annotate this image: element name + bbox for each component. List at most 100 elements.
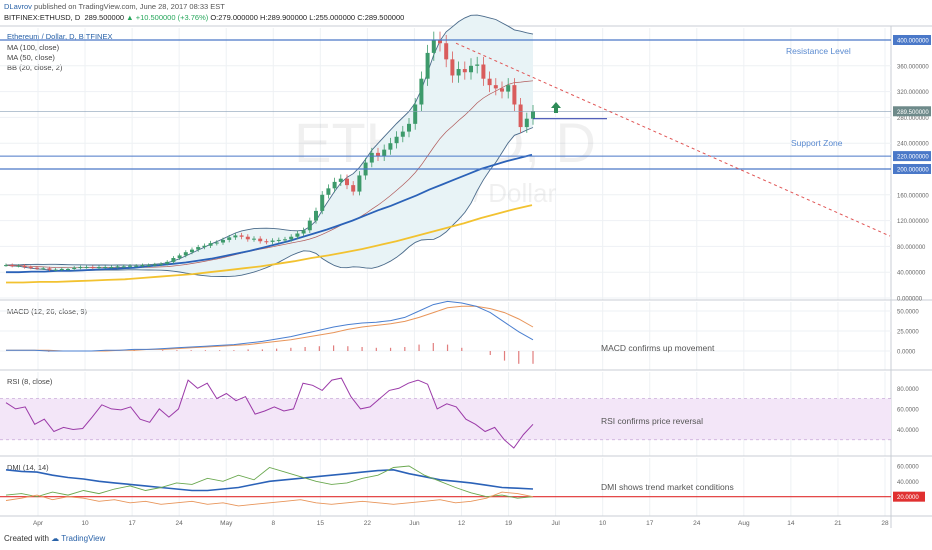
candle-body (97, 267, 101, 269)
candle-body (314, 210, 318, 221)
legend-ma100[interactable]: MA (100, close) (7, 43, 60, 52)
candle-body (425, 52, 430, 79)
rsi-annotation: RSI confirms price reversal (601, 416, 703, 426)
candle-body (487, 78, 492, 86)
price-change: +10.500000 (+3.76%) (135, 13, 209, 22)
candle-body (233, 235, 238, 238)
candle-body (493, 85, 498, 89)
bollinger-fill (6, 15, 533, 277)
tradingview-link[interactable]: TradingView (61, 534, 106, 543)
dmi-tick-label: 60.0000 (897, 465, 919, 471)
candle-body (59, 268, 64, 270)
candle-body (512, 85, 517, 105)
candle-body (276, 239, 281, 241)
open-value: O:279.000000 (210, 13, 258, 22)
time-tick-label: 19 (505, 520, 513, 527)
author-name[interactable]: DLavrov (4, 2, 32, 11)
time-tick-label: Apr (33, 520, 44, 527)
candle-body (531, 111, 535, 119)
candle-body (320, 194, 325, 211)
candle-body (227, 237, 232, 240)
candle-body (72, 267, 77, 269)
candle-body (301, 230, 306, 234)
candle-body (307, 220, 312, 231)
candle-body (264, 241, 269, 243)
created-with-text: Created with (4, 534, 49, 543)
time-tick-label: May (220, 520, 233, 527)
legend-dmi[interactable]: DMI (14, 14) (7, 463, 49, 472)
macd-line (6, 300, 534, 352)
time-tick-label: 17 (646, 520, 654, 527)
close-value: C:289.500000 (357, 13, 405, 22)
candle-body (469, 65, 473, 73)
rsi-line (5, 377, 534, 449)
price-tag (893, 164, 931, 174)
tradingview-logo-icon: ☁ (51, 534, 60, 543)
candle-body (134, 265, 139, 267)
candle-body (524, 118, 529, 128)
candle-body (419, 78, 424, 105)
candle-body (221, 239, 225, 243)
support-annotation: Support Zone (791, 138, 843, 148)
candle-body (152, 264, 157, 266)
candle-body (518, 104, 523, 128)
macd-tick-label: 0.0000 (897, 350, 916, 356)
price-tick-label: 240.000000 (897, 142, 929, 148)
candle-body (146, 265, 151, 267)
footer: Created with ☁ TradingView (4, 534, 105, 543)
rsi-tick-label: 60.0000 (897, 407, 919, 413)
candle-body (283, 239, 287, 241)
macd-annotation: MACD confirms up movement (601, 343, 715, 353)
price-tag (893, 35, 931, 45)
legend-ma50[interactable]: MA (50, close) (7, 53, 55, 62)
legend-title: Ethereum / Dollar, D, BITFINEX (7, 32, 113, 41)
candle-body (252, 238, 256, 240)
price-tick-label: 360.000000 (897, 64, 929, 70)
candle-body (103, 267, 108, 269)
candle-body (159, 263, 163, 265)
candle-body (10, 265, 15, 267)
candle-body (400, 131, 405, 137)
legend-rsi[interactable]: RSI (8, close) (7, 377, 53, 386)
candle-body (431, 40, 436, 53)
time-tick-label: 12 (458, 520, 466, 527)
up-arrow-icon (551, 102, 561, 113)
time-tick-label: Aug (738, 520, 750, 527)
time-tick-label: 22 (364, 520, 372, 527)
price-tag-label: 220.000000 (897, 155, 929, 161)
candle-body (382, 149, 387, 157)
time-tick-label: Jul (551, 520, 560, 527)
candle-body (90, 267, 95, 269)
time-tick-label: 8 (271, 520, 275, 527)
candle-body (481, 64, 486, 79)
dmi-level-label: 20.0000 (897, 495, 919, 501)
symbol-info: BITFINEX:ETHUSD, D 289.500000 ▲ +10.5000… (4, 13, 404, 22)
candle-body (500, 88, 504, 92)
resistance-annotation: Resistance Level (786, 46, 851, 56)
candle-body (183, 252, 188, 256)
dmi-annotation: DMI shows trend market conditions (601, 482, 734, 492)
dmi-level-tag (893, 491, 925, 502)
bollinger-upper (5, 14, 534, 266)
price-tag (893, 151, 931, 162)
candle-body (165, 261, 170, 264)
candle-body (28, 267, 33, 269)
candle-body (295, 233, 300, 237)
candle-body (345, 178, 349, 186)
candle-body (438, 40, 442, 44)
legend-bb[interactable]: BB (20, close, 2) (7, 63, 63, 72)
rsi-band (0, 398, 891, 440)
rsi-tick-label: 40.0000 (897, 428, 919, 434)
time-tick-label: 24 (176, 520, 184, 527)
candle-body (456, 69, 461, 76)
candle-body (413, 104, 418, 124)
time-tick-label: 28 (881, 520, 889, 527)
price-tick-label: 280.000000 (897, 116, 929, 122)
price-tick-label: 160.000000 (897, 193, 929, 199)
candle-body (388, 143, 393, 150)
time-tick-label: Jun (409, 520, 420, 527)
candle-body (84, 267, 89, 269)
price-tick-label: 320.000000 (897, 90, 929, 96)
candle-body (109, 267, 114, 269)
